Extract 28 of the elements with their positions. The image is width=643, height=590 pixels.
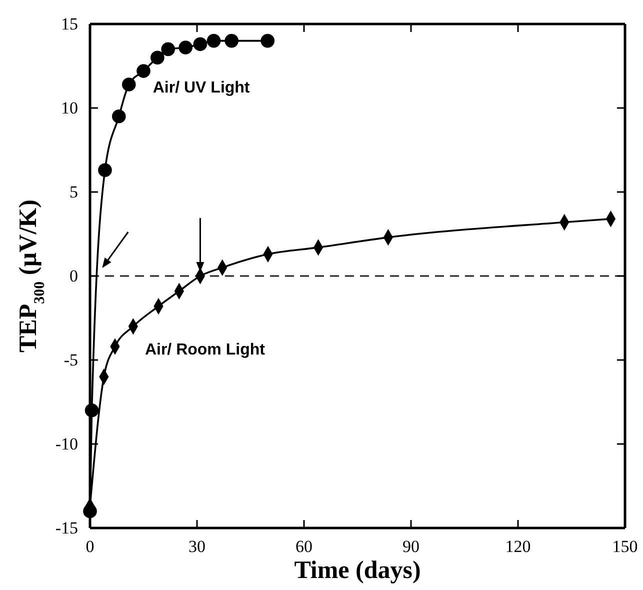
point <box>178 40 192 54</box>
series-label: Air/ UV Light <box>152 79 250 96</box>
x-axis-title: Time (days) <box>294 557 421 584</box>
y-tick-label: -15 <box>55 518 78 538</box>
y-tick-label: -5 <box>64 350 78 370</box>
point <box>206 34 221 48</box>
point <box>150 50 164 64</box>
point <box>193 37 208 52</box>
y-tick-label: 5 <box>70 182 78 202</box>
x-tick-label: 150 <box>612 537 638 556</box>
point <box>112 110 126 124</box>
x-tick-label: 0 <box>86 537 94 556</box>
y-tick-label: 15 <box>61 14 78 34</box>
y-tick-label: 0 <box>70 266 78 286</box>
point <box>84 404 99 418</box>
point <box>136 64 150 78</box>
y-tick-label: 10 <box>61 98 78 118</box>
point <box>224 34 239 48</box>
x-tick-label: 90 <box>402 537 420 556</box>
point <box>161 42 176 56</box>
x-tick-label: 30 <box>188 537 206 556</box>
series-label: Air/ Room Light <box>144 342 266 359</box>
y-tick-label: -10 <box>55 434 78 454</box>
point <box>260 34 275 48</box>
x-tick-label: 120 <box>505 537 531 556</box>
point <box>98 163 112 178</box>
x-tick-label: 60 <box>296 537 312 556</box>
point <box>122 78 136 92</box>
